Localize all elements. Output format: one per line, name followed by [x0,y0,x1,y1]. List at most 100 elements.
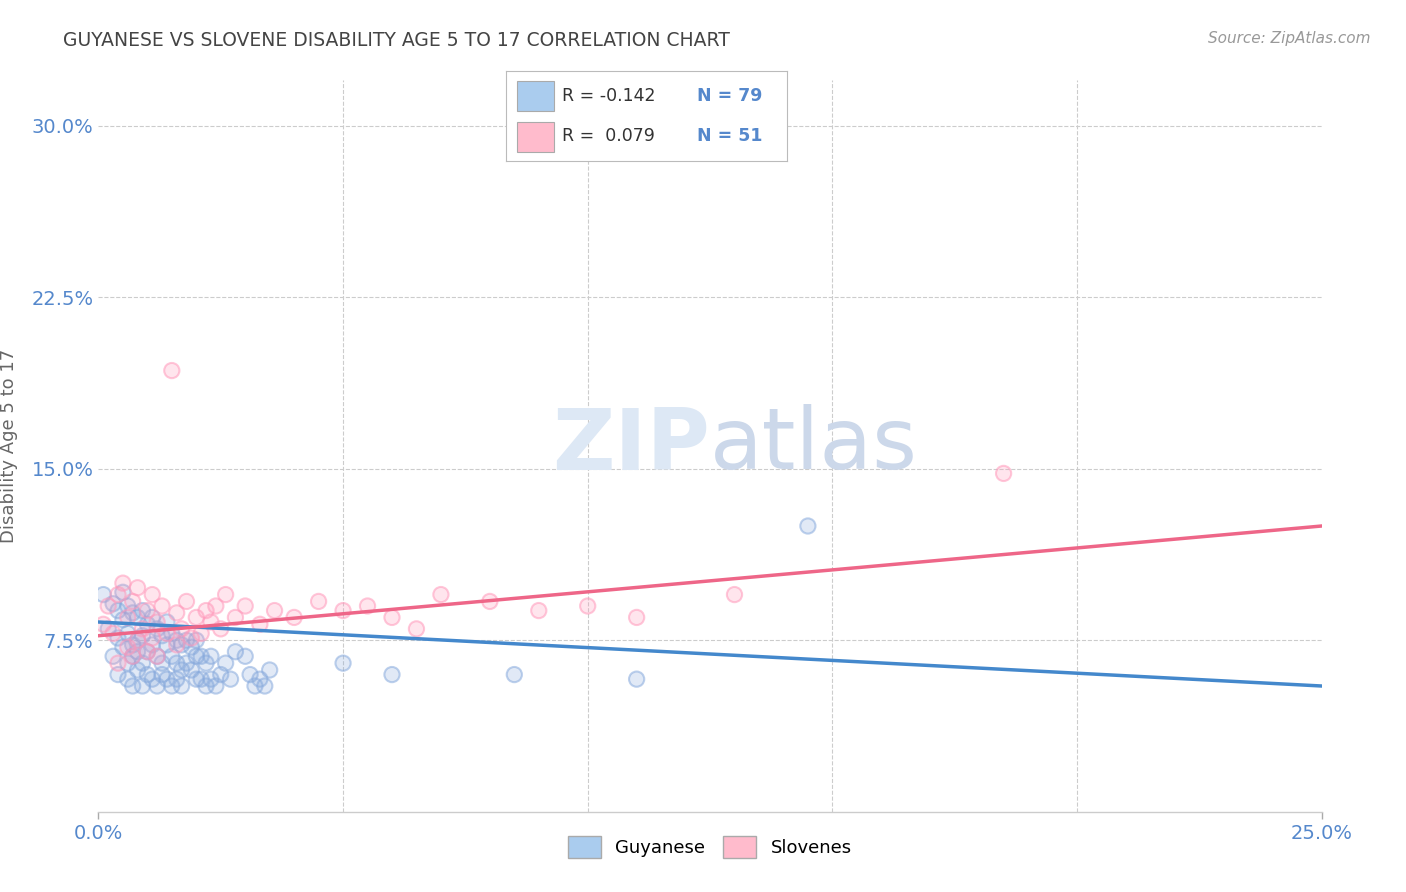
Point [186,633,208,648]
Point [146,679,169,693]
Point [797,519,820,533]
Point [150,599,173,613]
Point [209,622,232,636]
Text: R =  0.079: R = 0.079 [562,127,655,145]
Point [121,649,143,664]
Point [224,645,246,659]
Point [131,656,153,670]
Point [503,667,526,681]
Point [166,638,188,652]
Point [111,576,134,591]
Point [186,672,208,686]
Point [141,610,163,624]
Point [186,610,208,624]
Point [166,672,188,686]
Bar [517,122,554,152]
Point [111,576,134,591]
Point [209,667,232,681]
Point [117,640,139,655]
Point [626,672,648,686]
Point [381,610,404,624]
Point [527,604,550,618]
Point [190,649,212,664]
Point [121,606,143,620]
Point [107,588,129,602]
Point [180,640,202,655]
Point [150,667,173,681]
Point [283,610,305,624]
Point [249,617,271,632]
Point [97,599,120,613]
Point [141,631,163,645]
Point [243,679,266,693]
Point [195,656,218,670]
Point [224,610,246,624]
Point [117,672,139,686]
Point [117,626,139,640]
Point [381,667,404,681]
Point [253,679,276,693]
Point [127,663,149,677]
Point [253,679,276,693]
Point [381,667,404,681]
Point [195,679,218,693]
Point [176,656,198,670]
Point [101,649,124,664]
Point [117,599,139,613]
Point [107,604,129,618]
Point [186,649,208,664]
Point [405,622,427,636]
Point [200,649,222,664]
Point [107,588,129,602]
Point [166,656,188,670]
Point [136,667,159,681]
Point [249,672,271,686]
Point [127,633,149,648]
Point [127,610,149,624]
Point [170,638,193,652]
Point [186,672,208,686]
Point [176,656,198,670]
Point [127,663,149,677]
Point [190,626,212,640]
Point [136,645,159,659]
Point [249,617,271,632]
Point [993,467,1015,481]
Point [107,656,129,670]
Point [121,649,143,664]
Point [141,638,163,652]
Point [214,656,236,670]
Point [146,649,169,664]
Point [146,649,169,664]
Point [160,626,183,640]
Point [111,585,134,599]
Point [127,633,149,648]
Point [224,645,246,659]
Point [136,604,159,618]
Point [127,645,149,659]
Point [117,656,139,670]
Point [150,629,173,643]
Point [170,679,193,693]
Point [117,672,139,686]
Point [107,631,129,645]
Point [166,656,188,670]
Point [205,599,228,613]
Point [127,633,149,648]
Point [121,649,143,664]
Point [136,667,159,681]
Point [150,599,173,613]
Point [503,667,526,681]
Point [170,663,193,677]
Legend: Guyanese, Slovenes: Guyanese, Slovenes [561,829,859,865]
Point [136,617,159,632]
Point [91,617,114,632]
Point [160,679,183,693]
Point [121,594,143,608]
Point [156,626,179,640]
Point [209,622,232,636]
Point [170,638,193,652]
Point [195,656,218,670]
Point [478,594,501,608]
Point [156,626,179,640]
